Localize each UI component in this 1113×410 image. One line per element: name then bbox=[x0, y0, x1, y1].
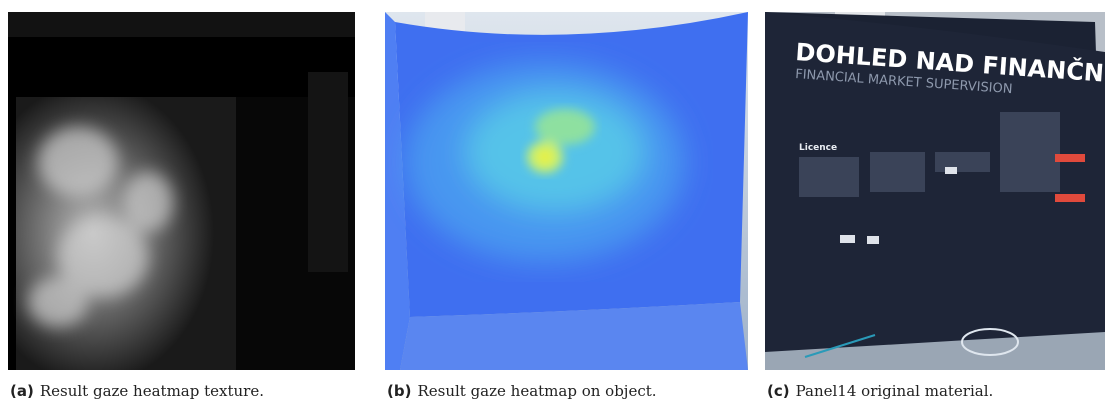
caption-label: (a) bbox=[10, 382, 34, 400]
panel-material: DOHLED NAD FINANČNÍM TRHEM FINANCIAL MAR… bbox=[765, 12, 1105, 370]
caption: (c) Panel14 original material. bbox=[767, 382, 993, 400]
caption-text: Result gaze heatmap on object. bbox=[417, 382, 657, 400]
caption: (a) Result gaze heatmap texture. bbox=[10, 382, 264, 400]
caption-label: (b) bbox=[387, 382, 412, 400]
caption: (b) Result gaze heatmap on object. bbox=[387, 382, 657, 400]
heatmap-texture bbox=[8, 12, 355, 370]
caption-label: (c) bbox=[767, 382, 790, 400]
heatmap-object bbox=[385, 12, 748, 370]
caption-text: Panel14 original material. bbox=[795, 382, 994, 400]
panel-section: Licence bbox=[799, 143, 837, 153]
caption-text: Result gaze heatmap texture. bbox=[39, 382, 264, 400]
